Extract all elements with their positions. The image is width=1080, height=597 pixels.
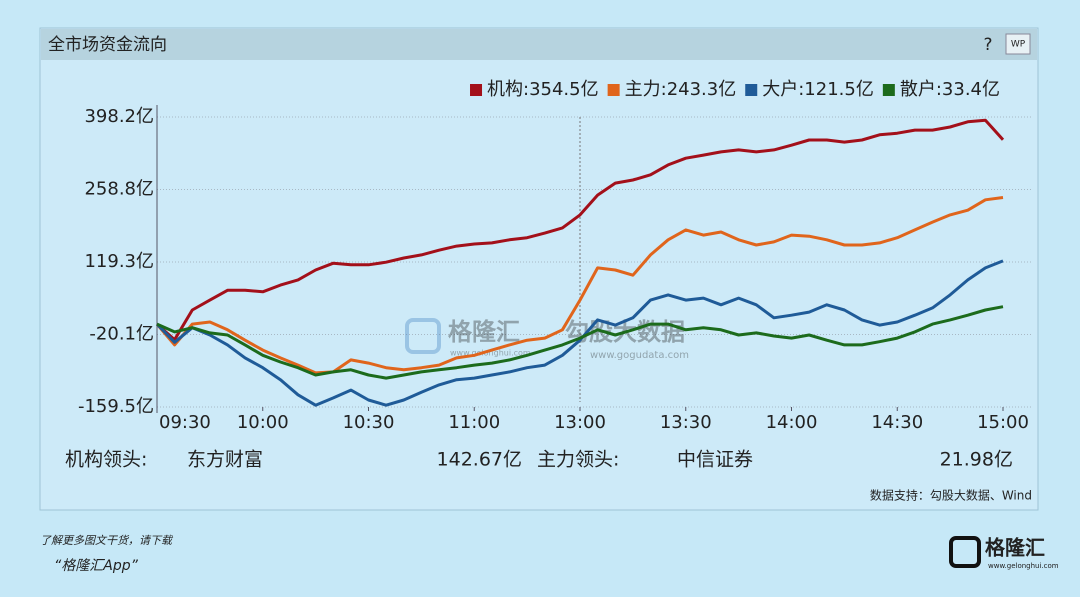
legend-value: :33.4亿	[936, 79, 1000, 100]
series-line	[155, 196, 1004, 375]
legend-swatch	[607, 84, 620, 96]
footer-app: “格隆汇App”	[54, 558, 139, 574]
watermark-url: www.gelonghui.com	[450, 349, 531, 358]
legend-value: :121.5亿	[798, 79, 874, 100]
series-line	[156, 118, 1005, 342]
leader-name: 东方财富	[187, 449, 263, 471]
y-tick-label: -20.1亿	[89, 324, 154, 345]
footer-logo-mark	[949, 536, 981, 568]
legend-value: :243.3亿	[661, 79, 737, 100]
leader-value: 21.98亿	[940, 449, 1013, 471]
legend-swatch	[882, 84, 895, 96]
leader-value: 142.67亿	[437, 449, 522, 471]
x-tick-label: 09:30	[159, 412, 211, 433]
legend-label: 散户	[900, 79, 936, 100]
watermark-logo	[405, 318, 441, 354]
legend-value: :354.5亿	[523, 79, 599, 100]
legend-label: 大户	[762, 79, 798, 100]
legend-label: 主力	[625, 79, 661, 100]
icon-button[interactable]	[1005, 33, 1031, 55]
panel	[39, 27, 1039, 511]
leader-label: 机构领头:	[65, 449, 147, 471]
y-tick-label: 258.8亿	[84, 178, 154, 199]
x-tick-label: 13:30	[660, 412, 712, 433]
x-tick-label: 14:30	[871, 412, 923, 433]
x-tick-label: 10:00	[237, 412, 289, 433]
x-tick-label: 13:00	[554, 412, 606, 433]
series-line	[156, 305, 1004, 380]
series-line	[155, 259, 1004, 407]
y-tick-label: 119.3亿	[84, 251, 154, 272]
footer-logo: 格隆汇	[985, 536, 1045, 560]
x-tick-label: 10:30	[343, 412, 395, 433]
x-tick-label: 11:00	[448, 412, 500, 433]
footer-logo-url: www.gelonghui.com	[988, 562, 1059, 570]
legend-swatch	[470, 84, 483, 96]
help-button[interactable]: ?	[983, 35, 992, 55]
x-tick-label: 15:00	[977, 412, 1029, 433]
y-tick-label: -159.5亿	[78, 396, 154, 417]
icon-text: WP	[1011, 40, 1026, 50]
legend-swatch	[745, 84, 758, 96]
y-tick-label: 398.2亿	[84, 106, 154, 127]
data-source: 数据支持：勾股大数据、Wind	[870, 488, 1032, 503]
leader-name: 中信证券	[677, 449, 753, 471]
footer-prompt: 了解更多图文干货，请下载	[40, 534, 174, 547]
watermark-brand: 格隆汇	[448, 318, 520, 346]
header-bar	[41, 29, 1037, 60]
leader-label: 主力领头:	[537, 449, 619, 471]
x-tick-label: 14:00	[766, 412, 818, 433]
legend-label: 机构	[487, 79, 523, 100]
chart-title: 全市场资金流向	[48, 35, 167, 55]
watermark-data-url: www.gogudata.com	[590, 350, 689, 361]
